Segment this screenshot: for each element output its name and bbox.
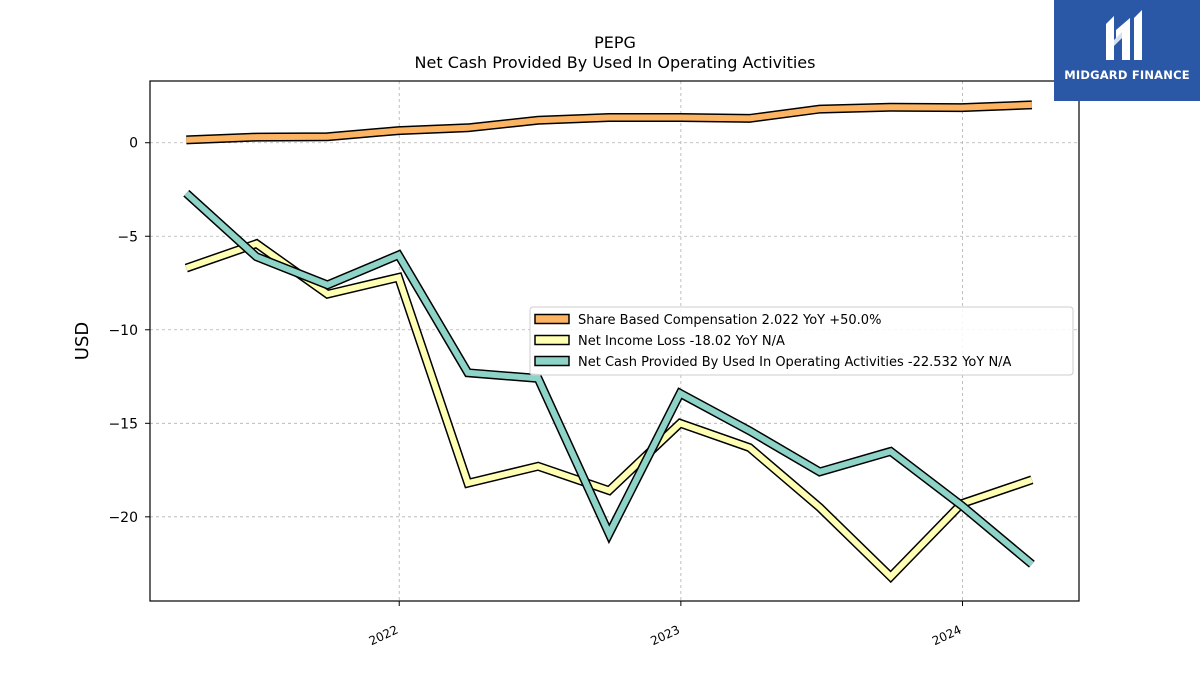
legend-swatch <box>534 355 570 367</box>
x-tick-label: 2024 <box>930 623 964 649</box>
legend-box <box>529 306 1074 376</box>
plot-frame <box>149 80 1080 602</box>
series-line-outline <box>183 189 1035 568</box>
y-tick-label: 0 <box>129 136 138 152</box>
y-axis-ticks: 0 −5 −10 −15 −20 <box>108 136 150 526</box>
series-line <box>186 101 1033 143</box>
series-lines <box>183 100 1035 584</box>
series-2 <box>183 189 1035 568</box>
legend-swatch <box>534 334 570 346</box>
legend: Share Based Compensation 2.022 YoY +50.0… <box>529 306 1074 376</box>
y-tick-label: −10 <box>108 323 138 339</box>
y-axis-label: USD <box>72 322 93 360</box>
brand-name: MIDGARD FINANCE <box>1064 68 1190 82</box>
y-tick-label: −20 <box>108 510 138 526</box>
legend-entry: Net Cash Provided By Used In Operating A… <box>578 355 1012 370</box>
series-0 <box>186 100 1033 145</box>
midgard-logo-icon <box>1106 10 1142 60</box>
series-1 <box>184 238 1034 584</box>
legend-entry: Share Based Compensation 2.022 YoY +50.0… <box>578 313 881 328</box>
brand-logo: MIDGARD FINANCE <box>1054 0 1200 101</box>
legend-swatch <box>534 313 570 325</box>
y-tick-label: −5 <box>117 229 138 245</box>
series-line <box>184 190 1034 567</box>
series-line <box>185 240 1033 581</box>
y-tick-label: −15 <box>108 416 138 432</box>
chart-subtitle: Net Cash Provided By Used In Operating A… <box>415 53 816 72</box>
legend-entry: Net Income Loss -18.02 YoY N/A <box>578 334 785 349</box>
x-axis-ticks: 2022 2023 2024 <box>367 601 964 648</box>
x-tick-label: 2022 <box>367 623 401 649</box>
x-tick-label: 2023 <box>648 623 682 649</box>
chart-title: PEPG <box>594 33 636 52</box>
